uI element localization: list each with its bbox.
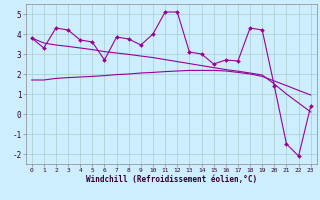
X-axis label: Windchill (Refroidissement éolien,°C): Windchill (Refroidissement éolien,°C): [86, 175, 257, 184]
